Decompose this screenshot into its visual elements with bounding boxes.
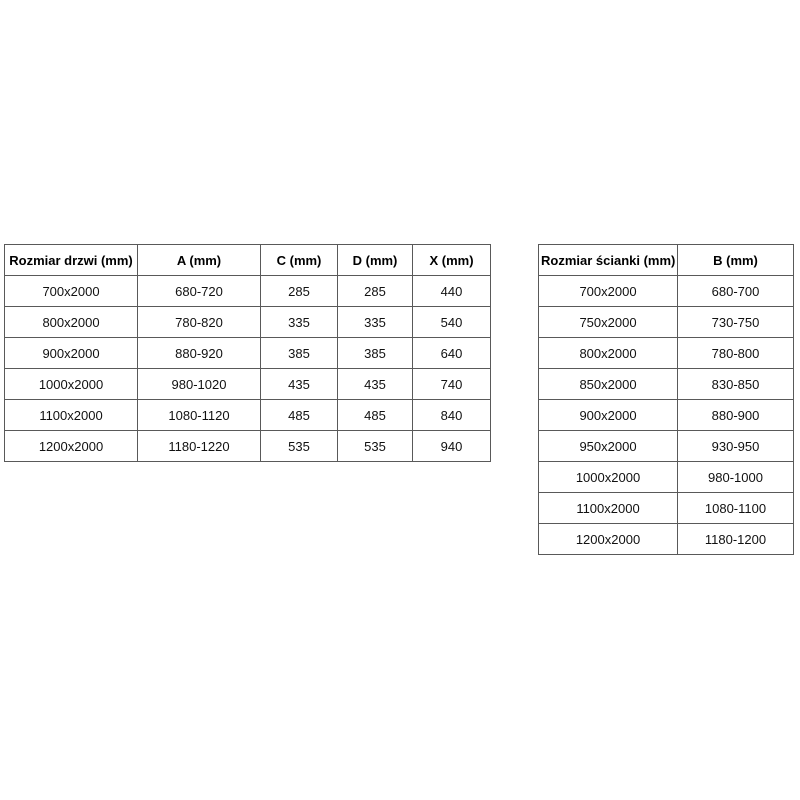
table-cell: 335 [337,306,413,338]
table-cell: 1080-1120 [137,399,261,431]
table-cell: 540 [412,306,491,338]
table-cell: 1180-1200 [677,523,794,555]
table-cell: 1180-1220 [137,430,261,462]
header-row: Rozmiar ścianki (mm) B (mm) [538,244,794,276]
column-header: X (mm) [412,244,491,276]
column-header: B (mm) [677,244,794,276]
table-cell: 1200x2000 [4,430,138,462]
table-row: 1000x2000 980-1020 435 435 740 [4,368,491,400]
table-cell: 900x2000 [538,399,678,431]
wall-size-table: Rozmiar ścianki (mm) B (mm) 700x2000 680-7… [538,244,794,555]
column-header: Rozmiar ścianki (mm) [538,244,678,276]
door-size-table: Rozmiar drzwi (mm) A (mm) C (mm) D (mm) X (m… [4,244,491,462]
table-cell: 335 [260,306,338,338]
table-cell: 750x2000 [538,306,678,338]
table-cell: 800x2000 [538,337,678,369]
table-cell: 730-750 [677,306,794,338]
table-cell: 440 [412,275,491,307]
table-cell: 700x2000 [538,275,678,307]
table-cell: 840 [412,399,491,431]
table-cell: 880-920 [137,337,261,369]
table-row: 950x2000 930-950 [538,430,794,462]
table-cell: 1000x2000 [538,461,678,493]
table-cell: 930-950 [677,430,794,462]
table-cell: 385 [337,337,413,369]
table-cell: 1200x2000 [538,523,678,555]
table-row: 1000x2000 980-1000 [538,461,794,493]
table-cell: 385 [260,337,338,369]
wall-size-table-head: Rozmiar ścianki (mm) B (mm) [538,244,794,276]
table-cell: 830-850 [677,368,794,400]
table-row: 750x2000 730-750 [538,306,794,338]
table-cell: 700x2000 [4,275,138,307]
table-cell: 940 [412,430,491,462]
table-cell: 780-820 [137,306,261,338]
table-row: 900x2000 880-900 [538,399,794,431]
table-cell: 1080-1100 [677,492,794,524]
table-cell: 680-720 [137,275,261,307]
table-row: 850x2000 830-850 [538,368,794,400]
table-cell: 535 [260,430,338,462]
door-size-table-body: 700x2000 680-720 285 285 440 800x2000 780-820 3… [4,275,491,462]
column-header: C (mm) [260,244,338,276]
table-row: 800x2000 780-820 335 335 540 [4,306,491,338]
table-cell: 980-1020 [137,368,261,400]
table-cell: 640 [412,337,491,369]
table-cell: 850x2000 [538,368,678,400]
table-cell: 285 [337,275,413,307]
table-cell: 285 [260,275,338,307]
table-row: 800x2000 780-800 [538,337,794,369]
column-header: D (mm) [337,244,413,276]
table-cell: 485 [337,399,413,431]
table-row: 700x2000 680-720 285 285 440 [4,275,491,307]
table-cell: 435 [260,368,338,400]
table-cell: 1000x2000 [4,368,138,400]
table-cell: 780-800 [677,337,794,369]
column-header: Rozmiar drzwi (mm) [4,244,138,276]
table-row: 1200x2000 1180-1200 [538,523,794,555]
table-cell: 800x2000 [4,306,138,338]
table-cell: 1100x2000 [538,492,678,524]
table-cell: 535 [337,430,413,462]
table-row: 700x2000 680-700 [538,275,794,307]
table-cell: 1100x2000 [4,399,138,431]
table-cell: 435 [337,368,413,400]
table-row: 1100x2000 1080-1100 [538,492,794,524]
table-cell: 680-700 [677,275,794,307]
wall-size-table-body: 700x2000 680-700 750x2000 730-750 800x2000 78… [538,275,794,555]
table-cell: 880-900 [677,399,794,431]
table-row: 900x2000 880-920 385 385 640 [4,337,491,369]
door-size-table-head: Rozmiar drzwi (mm) A (mm) C (mm) D (mm) X (m… [4,244,491,276]
table-cell: 900x2000 [4,337,138,369]
table-cell: 980-1000 [677,461,794,493]
header-row: Rozmiar drzwi (mm) A (mm) C (mm) D (mm) X (m… [4,244,491,276]
table-cell: 950x2000 [538,430,678,462]
table-cell: 485 [260,399,338,431]
column-header: A (mm) [137,244,261,276]
table-row: 1100x2000 1080-1120 485 485 840 [4,399,491,431]
table-cell: 740 [412,368,491,400]
table-row: 1200x2000 1180-1220 535 535 940 [4,430,491,462]
